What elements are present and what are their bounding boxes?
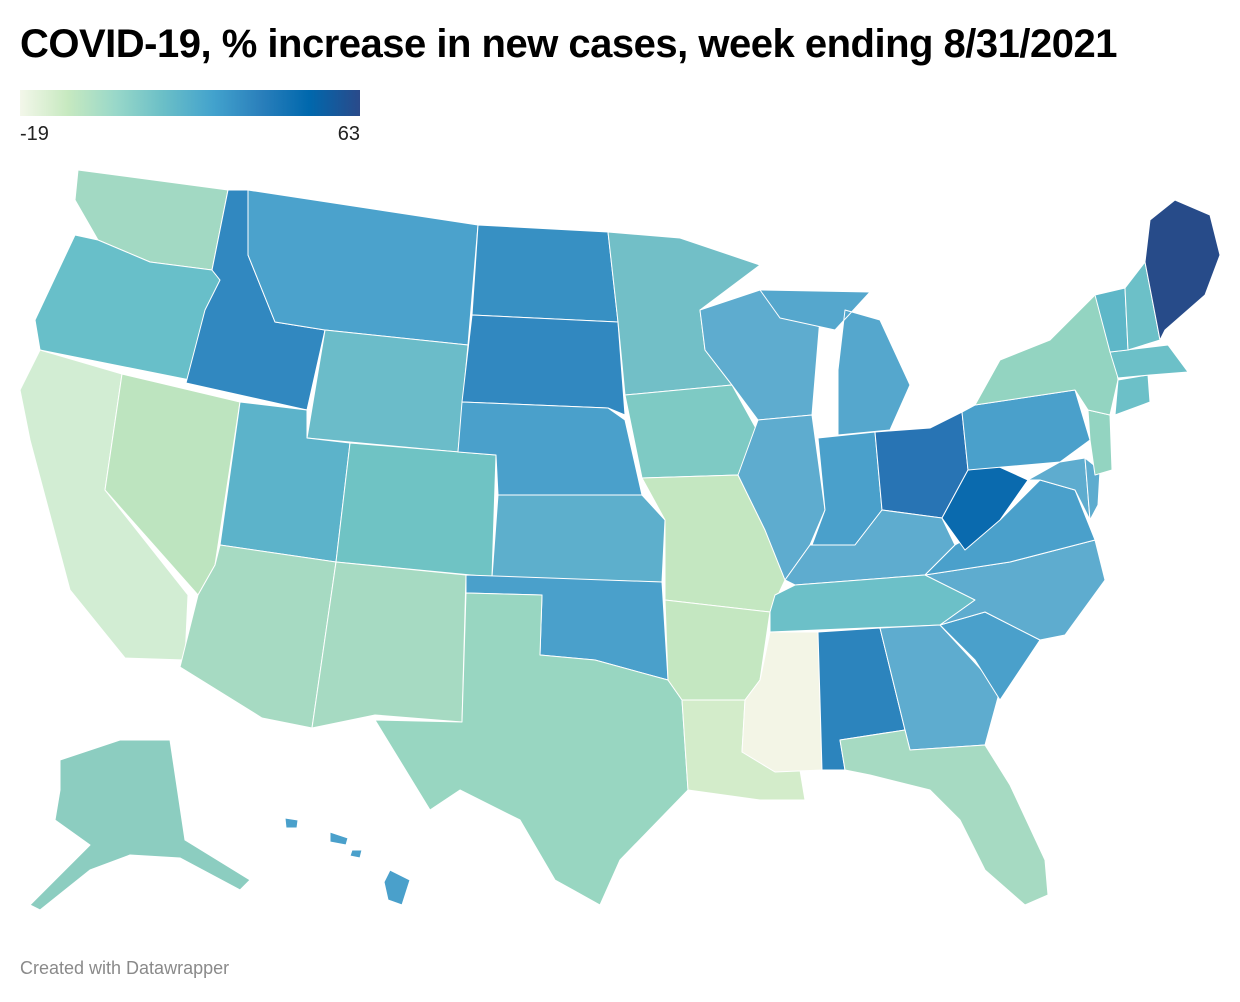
state-ks[interactable] xyxy=(491,494,666,583)
legend-min-label: -19 xyxy=(20,123,49,145)
state-ak[interactable] xyxy=(29,739,251,911)
color-legend: -19 63 xyxy=(20,90,360,147)
state-me[interactable] xyxy=(1144,199,1221,341)
state-co[interactable] xyxy=(335,442,497,578)
state-mi[interactable] xyxy=(759,289,911,436)
state-ia[interactable] xyxy=(624,384,759,479)
chart-title: COVID-19, % increase in new cases, week … xyxy=(20,22,1118,66)
us-choropleth-map xyxy=(19,169,1221,911)
state-sd[interactable] xyxy=(461,314,626,416)
state-hi[interactable] xyxy=(284,817,411,906)
state-wy[interactable] xyxy=(306,329,469,453)
state-mt[interactable] xyxy=(247,189,479,346)
legend-max-label: 63 xyxy=(337,123,360,145)
state-ar[interactable] xyxy=(664,599,771,701)
datawrapper-credit: Created with Datawrapper xyxy=(20,958,230,978)
state-nd[interactable] xyxy=(471,224,619,323)
state-nm[interactable] xyxy=(311,561,467,729)
state-tx[interactable] xyxy=(374,592,689,906)
state-ma[interactable] xyxy=(1109,344,1189,379)
state-fl[interactable] xyxy=(839,729,1049,906)
legend-gradient-bar xyxy=(20,90,360,116)
state-ct[interactable] xyxy=(1114,374,1151,416)
